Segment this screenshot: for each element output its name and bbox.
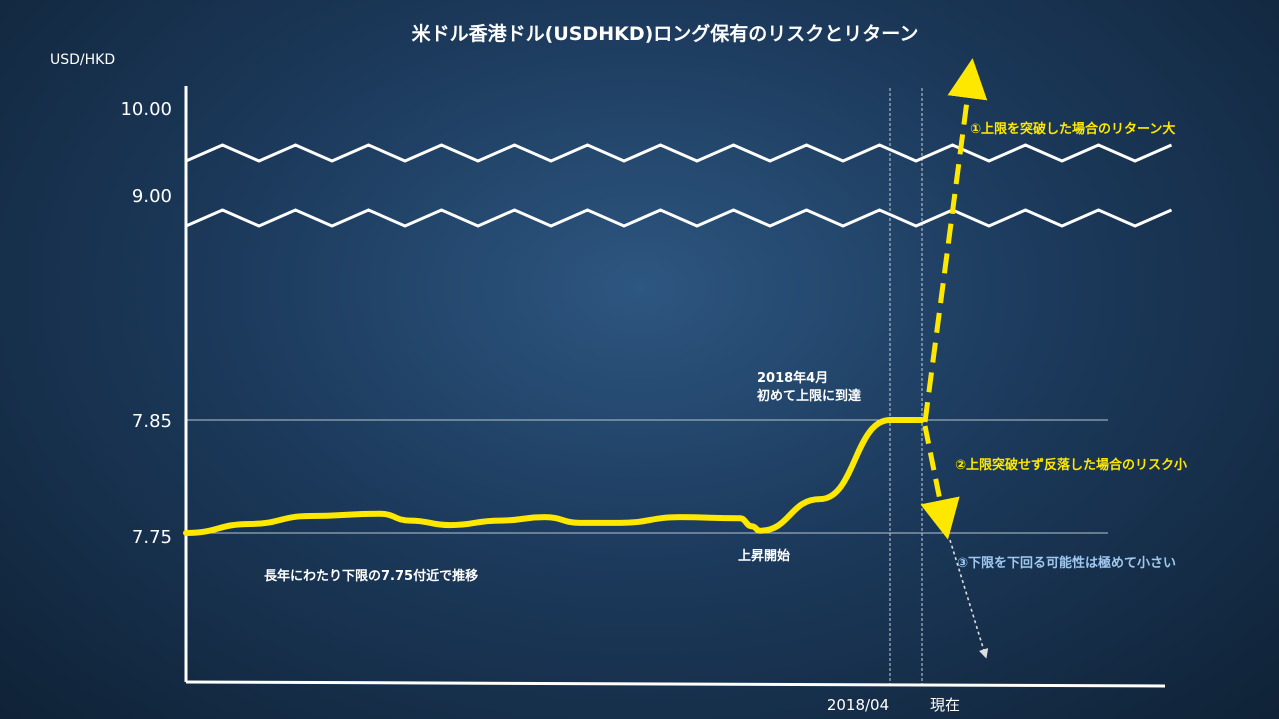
annotation-long-term: 長年にわたり下限の7.75付近で推移 [264, 568, 478, 584]
x-tick-2018-04: 2018/04 [827, 696, 889, 714]
annotation-reach-upper-line2: 初めて上限に到達 [757, 388, 861, 404]
series-line [183, 417, 925, 536]
annotation-rise-start: 上昇開始 [738, 548, 790, 564]
scenario1-arrow [922, 58, 988, 423]
y-tick-785: 7.85 [132, 411, 172, 432]
x-tick-now: 現在 [930, 696, 960, 714]
annotation-scenario3: ③下限を下回る可能性は極めて小さい [957, 555, 1176, 571]
annotation-reach-upper: 2018年4月 初めて上限に到達 [757, 370, 861, 404]
annotation-scenario1: ①上限を突破した場合のリターン大 [970, 121, 1175, 137]
annotation-reach-upper-line1: 2018年4月 [757, 370, 828, 386]
scenario3-arrow [949, 539, 989, 659]
axis-break-upper [185, 143, 1173, 163]
chart-title: 米ドル香港ドル(USDHKD)ロング保有のリスクとリターン [412, 22, 919, 45]
axis-break-lower [185, 208, 1173, 228]
annotation-scenario2: ②上限突破せず反落した場合のリスク小 [955, 457, 1187, 473]
y-unit-label: USD/HKD [50, 52, 115, 68]
scenario2-arrow [920, 425, 960, 540]
y-tick-9: 9.00 [132, 186, 172, 207]
y-tick-10: 10.00 [120, 99, 172, 120]
y-tick-775: 7.75 [132, 527, 172, 548]
x-axis [185, 680, 1166, 688]
